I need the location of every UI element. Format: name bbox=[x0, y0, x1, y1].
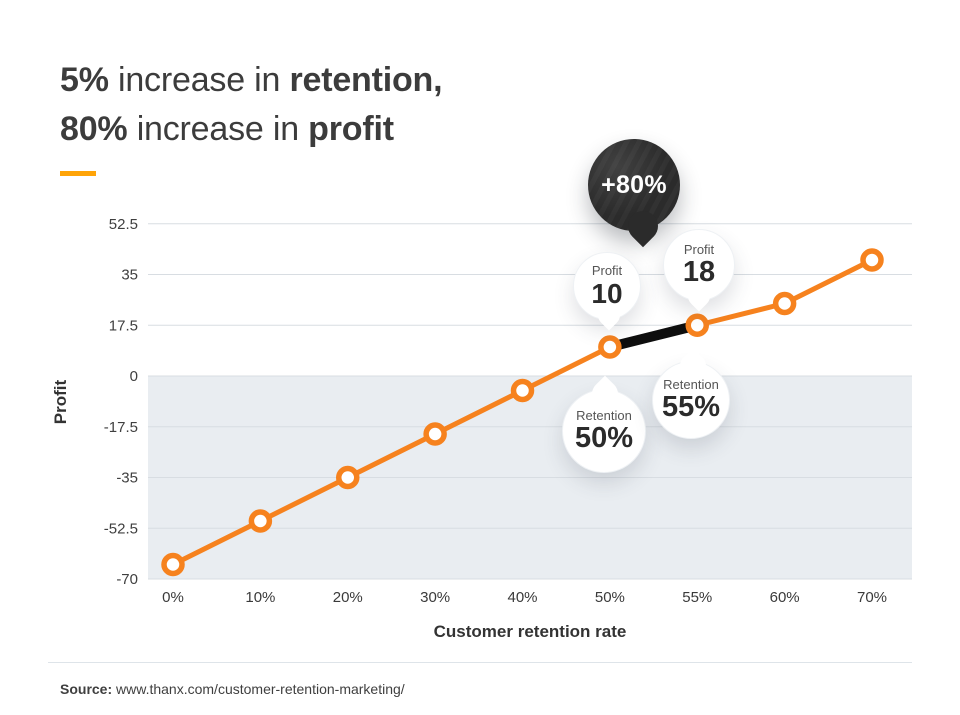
title-segment: increase in bbox=[108, 61, 290, 99]
data-point-marker bbox=[336, 465, 360, 490]
callout-label: Profit bbox=[591, 263, 623, 278]
x-tick-label: 20% bbox=[333, 589, 363, 606]
data-point-marker bbox=[423, 422, 447, 446]
y-tick-label: 17.5 bbox=[109, 317, 138, 334]
title-segment: profit bbox=[308, 110, 394, 148]
callout-value: 50% bbox=[574, 422, 634, 454]
x-axis-title: Customer retention rate bbox=[434, 622, 627, 641]
y-tick-label: 35 bbox=[121, 267, 138, 284]
callout-value: 18 bbox=[682, 256, 716, 288]
x-tick-label: 40% bbox=[507, 589, 537, 606]
callout-label: Profit bbox=[683, 242, 715, 257]
callout-retention-55: Retention 55% bbox=[652, 347, 730, 439]
data-point-marker bbox=[248, 509, 273, 533]
title-segment: increase in bbox=[127, 110, 309, 148]
page-title: 5% increase in retention, 80% increase i… bbox=[60, 56, 443, 154]
callout-value: 55% bbox=[661, 391, 721, 423]
y-tick-label: -52.5 bbox=[104, 520, 138, 537]
data-point-marker bbox=[510, 378, 535, 403]
callout-value: 10 bbox=[591, 278, 623, 309]
source-url: www.thanx.com/customer-retention-marketi… bbox=[116, 681, 405, 697]
y-tick-label: 0 bbox=[130, 368, 138, 385]
callout-profit-10: Profit 10 bbox=[573, 252, 641, 331]
title-segment: 5% bbox=[60, 61, 109, 99]
source-label: Source: bbox=[60, 681, 113, 697]
callout-label: Retention bbox=[576, 408, 632, 423]
page-title-line1: 5% increase in retention, bbox=[60, 56, 443, 105]
title-accent-bar bbox=[60, 171, 96, 176]
data-point-marker bbox=[685, 313, 709, 337]
data-point-marker bbox=[161, 552, 185, 577]
title-segment: retention, bbox=[289, 61, 443, 99]
highlight-segment bbox=[604, 320, 703, 352]
x-tick-label: 0% bbox=[162, 589, 184, 606]
y-tick-label: -17.5 bbox=[104, 419, 138, 436]
y-tick-label: 52.5 bbox=[109, 216, 138, 233]
y-axis-title: Profit bbox=[51, 379, 70, 424]
source-line: Source: www.thanx.com/customer-retention… bbox=[60, 681, 405, 697]
callout-profit-18: Profit 18 bbox=[663, 229, 735, 312]
title-segment: 80% bbox=[60, 110, 128, 148]
x-tick-label: 10% bbox=[245, 589, 275, 606]
data-point-marker bbox=[860, 248, 884, 272]
x-tick-label: 60% bbox=[770, 589, 800, 606]
x-tick-label: 55% bbox=[682, 589, 712, 606]
increase-80-pin: +80% bbox=[588, 139, 680, 248]
data-point-marker bbox=[598, 335, 622, 359]
callout-retention-50: Retention 50% bbox=[562, 375, 646, 473]
page-title-line2: 80% increase in profit bbox=[60, 105, 442, 154]
footer-divider bbox=[48, 662, 912, 663]
data-point-marker bbox=[772, 291, 797, 316]
y-tick-label: -70 bbox=[116, 571, 138, 588]
x-tick-label: 30% bbox=[420, 589, 450, 606]
callout-label: Retention bbox=[663, 377, 719, 392]
increase-80-pin-label: +80% bbox=[601, 170, 667, 199]
x-tick-label: 50% bbox=[595, 589, 625, 606]
x-tick-label: 70% bbox=[857, 589, 887, 606]
y-tick-label: -35 bbox=[116, 470, 138, 487]
